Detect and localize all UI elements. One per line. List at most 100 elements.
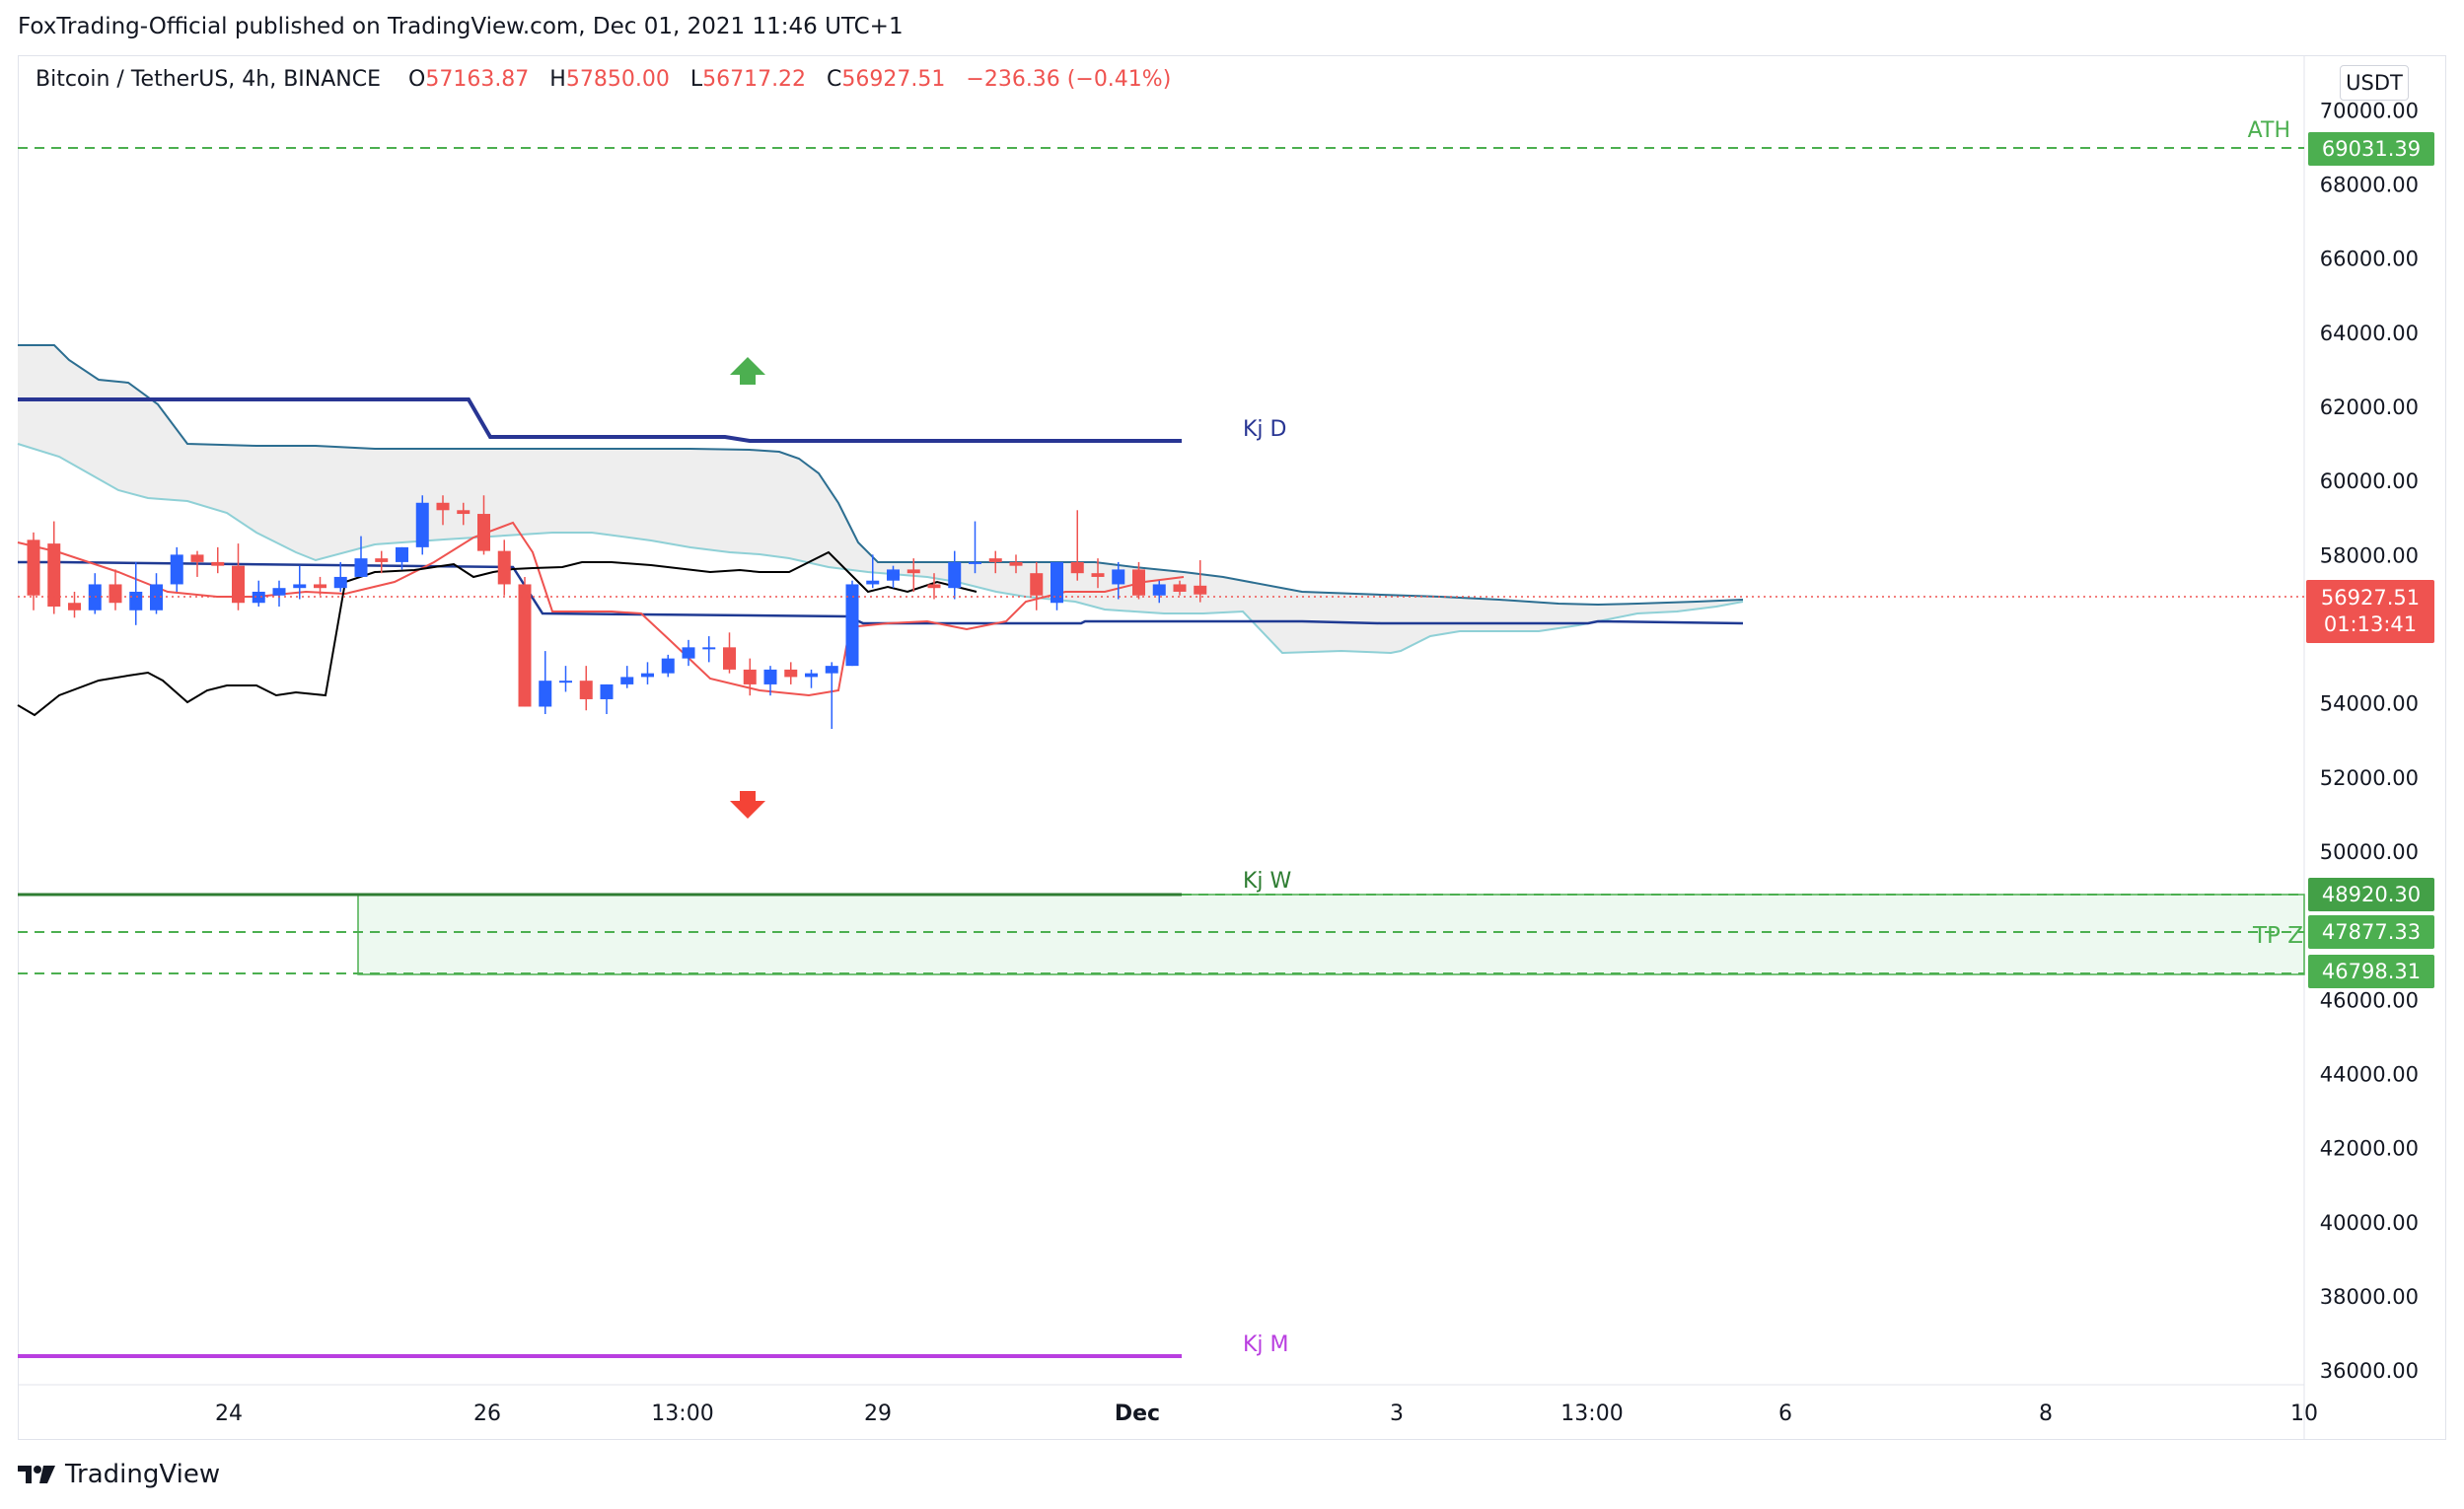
tradingview-logo[interactable]: TradingView — [18, 1460, 220, 1489]
time-tick-label: 29 — [864, 1401, 892, 1426]
time-tick-label: 8 — [2039, 1401, 2053, 1426]
candle — [354, 536, 368, 577]
arrow-down-icon — [730, 791, 765, 819]
candle — [497, 539, 511, 596]
candle — [314, 576, 326, 596]
ichimoku-cloud — [18, 345, 1743, 653]
candle — [68, 591, 81, 618]
time-tick-label: Dec — [1115, 1401, 1160, 1426]
candle — [600, 683, 614, 714]
candle — [1009, 554, 1023, 574]
candle — [641, 662, 654, 684]
candle — [211, 546, 225, 574]
candle — [559, 666, 572, 692]
arrow-up-icon — [730, 357, 765, 385]
publisher-line: FoxTrading-Official published on Trading… — [18, 14, 904, 39]
candle — [969, 521, 981, 574]
time-tick-label: 3 — [1390, 1401, 1404, 1426]
candle — [1112, 561, 1125, 600]
price-tick-label: 62000.00 — [2320, 395, 2419, 419]
low-value: 56717.22 — [702, 67, 807, 92]
candle — [723, 632, 736, 674]
price-tick-label: 64000.00 — [2320, 322, 2419, 345]
time-tick-label: 13:00 — [1560, 1401, 1623, 1426]
kijun-line — [18, 560, 1744, 625]
svg-text:46798.31: 46798.31 — [2322, 960, 2421, 983]
candle — [927, 573, 941, 600]
candle — [1091, 558, 1105, 589]
symbol-legend: Bitcoin / TetherUS, 4h, BINANCE O57163.8… — [36, 67, 1171, 92]
candle — [1030, 561, 1044, 611]
chart-pane[interactable] — [18, 55, 2446, 1440]
price-tick-label: 42000.00 — [2320, 1137, 2419, 1161]
high-label: H — [549, 67, 566, 92]
brand-name: TradingView — [65, 1460, 221, 1489]
candle — [27, 532, 40, 611]
price-tick-label: 36000.00 — [2320, 1359, 2419, 1383]
candle — [1152, 580, 1166, 604]
candle — [170, 546, 183, 592]
open-label: O — [408, 67, 426, 92]
candle — [1132, 561, 1145, 600]
kj-daily-label: Kj D — [1243, 417, 1286, 442]
time-axis[interactable]: 24 26 13:00 29 Dec 3 13:00 6 8 10 — [215, 1401, 2318, 1426]
senkou-b-line — [17, 443, 1744, 655]
symbol-title[interactable]: Bitcoin / TetherUS, 4h, BINANCE — [36, 67, 382, 92]
time-tick-label: 6 — [1778, 1401, 1792, 1426]
chikou-line — [17, 550, 978, 717]
time-tick-label: 24 — [215, 1401, 243, 1426]
candle — [682, 639, 695, 667]
price-tick-label: 66000.00 — [2320, 248, 2419, 271]
tp-zone-label: TP Z — [2252, 923, 2303, 949]
tp-price-badge: 47877.33 — [2308, 915, 2434, 949]
tenkan-line — [17, 521, 1185, 697]
price-tick-label: 44000.00 — [2320, 1063, 2419, 1087]
candle — [477, 495, 490, 555]
price-axis[interactable]: 70000.00 68000.00 66000.00 64000.00 62000.00… — [2320, 99, 2419, 1383]
candle — [293, 565, 307, 600]
senkou-a-line — [18, 344, 1744, 607]
price-tick-label: 68000.00 — [2320, 174, 2419, 197]
currency-button[interactable]: USDT — [2340, 65, 2409, 101]
kj-monthly-label: Kj M — [1243, 1332, 1289, 1357]
close-label: C — [827, 67, 842, 92]
open-value: 57163.87 — [425, 67, 530, 92]
kj-weekly-label: Kj W — [1243, 869, 1292, 894]
close-value: 56927.51 — [841, 67, 946, 92]
candle — [47, 521, 61, 614]
kijun-daily-line — [18, 397, 1182, 443]
candle — [825, 662, 838, 730]
candle — [518, 576, 532, 707]
candle — [845, 580, 859, 667]
high-value: 57850.00 — [565, 67, 670, 92]
candle — [702, 636, 716, 663]
candle — [252, 580, 265, 608]
candle — [375, 550, 389, 574]
time-tick-label: 13:00 — [651, 1401, 713, 1426]
price-tick-label: 38000.00 — [2320, 1285, 2419, 1309]
candle — [88, 573, 102, 614]
price-tick-label: 60000.00 — [2320, 469, 2419, 493]
kj-weekly-price-badge: 48920.30 — [2308, 878, 2434, 911]
ath-level-label: ATH — [2248, 118, 2290, 143]
candle — [457, 502, 471, 526]
svg-text:48920.30: 48920.30 — [2322, 883, 2421, 906]
candle — [396, 546, 408, 570]
candle — [150, 573, 163, 614]
tradingview-logo-icon — [18, 1466, 55, 1483]
candle — [1070, 510, 1084, 581]
candle — [333, 561, 347, 592]
candle — [190, 550, 204, 577]
ath-price-badge: 69031.39 — [2308, 132, 2434, 166]
candle — [232, 543, 245, 611]
candle — [948, 550, 962, 600]
svg-text:56927.51: 56927.51 — [2321, 586, 2420, 610]
candle — [539, 651, 552, 714]
last-price-badge: 56927.51 01:13:41 — [2306, 580, 2434, 643]
candle — [1173, 580, 1187, 596]
candle — [620, 666, 634, 688]
candle — [661, 654, 675, 678]
price-tick-label: 50000.00 — [2320, 840, 2419, 864]
price-tick-label: 70000.00 — [2320, 99, 2419, 122]
